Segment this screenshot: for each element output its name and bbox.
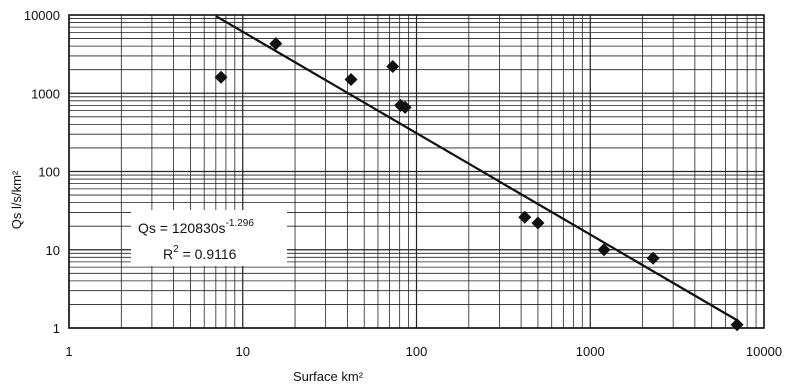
data-point xyxy=(214,70,228,84)
fit-line xyxy=(215,15,738,322)
y-tick-label: 10000 xyxy=(24,8,60,23)
equation-base: Qs = 120830s xyxy=(138,220,226,236)
x-tick-label: 100 xyxy=(406,344,428,359)
equation-exponent: -1.296 xyxy=(226,218,255,229)
equation-box xyxy=(131,210,287,266)
x-tick-label: 10000 xyxy=(746,344,782,359)
data-point xyxy=(386,59,400,73)
data-point xyxy=(646,251,660,265)
r-squared-sup: 2 xyxy=(173,244,179,255)
data-point xyxy=(518,210,532,224)
data-point xyxy=(344,72,358,86)
x-tick-labels: 1 10 100 1000 10000 xyxy=(65,344,782,359)
r-squared-value: = 0.9116 xyxy=(179,246,237,262)
x-tick-label: 10 xyxy=(236,344,250,359)
r-squared-label: R xyxy=(163,246,173,262)
y-tick-label: 10 xyxy=(46,243,60,258)
x-axis-title: Surface km² xyxy=(293,369,364,384)
plot-frame xyxy=(68,14,765,329)
y-tick-label: 100 xyxy=(38,165,60,180)
equation-text: Qs = 120830s-1.296 xyxy=(138,218,254,236)
x-tick-label: 1000 xyxy=(576,344,605,359)
data-point xyxy=(269,37,283,51)
y-tick-label: 1 xyxy=(53,321,60,336)
data-points xyxy=(214,37,744,332)
x-tick-label: 1 xyxy=(65,344,72,359)
r-squared-text: R2 = 0.9116 xyxy=(163,244,237,262)
y-axis-title: Qs l/s/km² xyxy=(9,170,24,229)
y-tick-label: 1000 xyxy=(31,86,60,101)
data-point xyxy=(597,243,611,257)
fit-line-group xyxy=(215,15,738,322)
y-tick-labels: 1 10 100 1000 10000 xyxy=(24,8,60,336)
data-point xyxy=(531,216,545,230)
data-point xyxy=(398,100,412,114)
data-point xyxy=(730,318,744,332)
